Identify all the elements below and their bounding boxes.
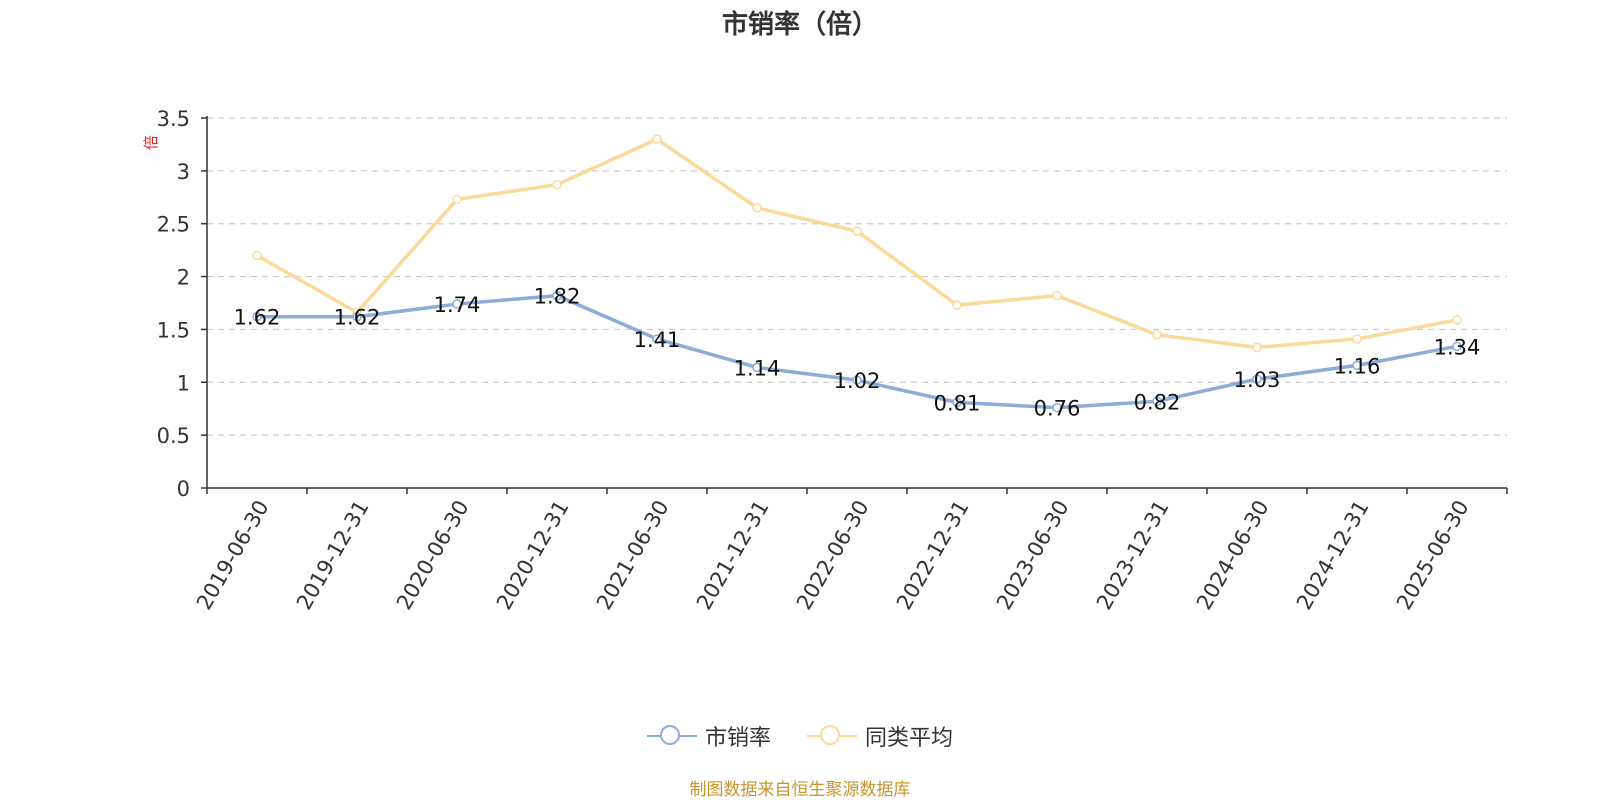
data-point-series1: [452, 299, 462, 309]
data-point-series2: [452, 194, 462, 205]
legend-label-series2: 同类平均: [865, 726, 954, 751]
data-point-series1: [952, 397, 962, 408]
x-tick-label: 2025-06-30: [1392, 496, 1474, 614]
data-label: 1.41: [634, 328, 681, 352]
data-point-series2: [1452, 315, 1462, 325]
data-label: 0.82: [1134, 390, 1181, 414]
data-point-series2: [1352, 334, 1362, 344]
legend-label-series1: 市销率: [704, 726, 771, 751]
data-label: 1.74: [434, 293, 481, 317]
data-point-series1: [1352, 360, 1362, 371]
data-label: 1.02: [834, 369, 881, 393]
y-tick-label: 1: [177, 371, 190, 395]
x-tick-label: 2021-12-31: [692, 496, 774, 614]
data-point-series2: [652, 134, 662, 144]
y-tick-label: 1.5: [157, 318, 190, 342]
y-tick-label: 0: [177, 477, 190, 501]
data-label: 1.82: [534, 285, 581, 309]
legend-marker-series2-icon: [807, 724, 857, 748]
x-tick-label: 2024-12-31: [1292, 496, 1374, 614]
chart-title: 市销率（倍）: [721, 10, 878, 40]
data-label: 1.16: [1334, 354, 1381, 378]
data-point-series1: [752, 362, 762, 373]
data-point-series2: [1252, 342, 1262, 353]
legend-marker-series1-icon: [646, 724, 697, 748]
y-tick-label: 2.5: [157, 213, 190, 237]
y-tick-label: 0.5: [157, 424, 190, 448]
data-source-note: 制图数据来自恒生聚源数据库: [689, 780, 911, 800]
data-point-series2: [252, 250, 262, 261]
data-point-series1: [652, 334, 662, 344]
data-label: 1.03: [1234, 368, 1281, 392]
data-point-series1: [1152, 396, 1162, 407]
data-point-series2: [1052, 290, 1062, 301]
x-tick-label: 2019-12-31: [292, 496, 374, 614]
data-point-series1: [1252, 374, 1262, 384]
x-tick-label: 2022-12-31: [892, 496, 974, 614]
x-tick-label: 2021-06-30: [592, 496, 674, 614]
data-point-series2: [752, 203, 762, 213]
data-point-series1: [352, 311, 362, 322]
legend: 市销率 同类平均: [0, 720, 1600, 752]
x-tick-label: 2023-06-30: [992, 496, 1074, 614]
data-point-series1: [1452, 341, 1462, 352]
data-point-series1: [552, 290, 562, 301]
data-point-series2: [852, 226, 862, 236]
x-tick-label: 2020-06-30: [392, 496, 474, 614]
data-point-series1: [852, 375, 862, 385]
data-point-series1: [1052, 402, 1062, 413]
y-tick-label: 3: [177, 160, 190, 184]
x-tick-label: 2023-12-31: [1092, 496, 1174, 614]
data-point-series2: [952, 300, 962, 310]
x-tick-label: 2020-12-31: [492, 496, 574, 614]
data-point-series1: [252, 311, 262, 322]
data-label: 0.76: [1034, 397, 1081, 421]
data-point-series2: [1152, 329, 1162, 340]
legend-item-series2[interactable]: 同类平均: [807, 720, 953, 752]
data-label: 1.62: [234, 306, 281, 330]
data-label: 1.34: [1434, 335, 1481, 359]
data-label: 1.62: [334, 306, 381, 330]
data-label: 1.14: [734, 356, 781, 380]
x-tick-label: 2019-06-30: [192, 496, 274, 614]
legend-item-series1[interactable]: 市销率: [646, 720, 771, 752]
data-label: 0.81: [934, 391, 981, 415]
x-tick-label: 2024-06-30: [1192, 496, 1274, 614]
y-tick-label: 3.5: [157, 107, 190, 131]
x-tick-label: 2022-06-30: [792, 496, 874, 614]
data-point-series2: [552, 179, 562, 190]
y-tick-label: 2: [177, 266, 190, 290]
